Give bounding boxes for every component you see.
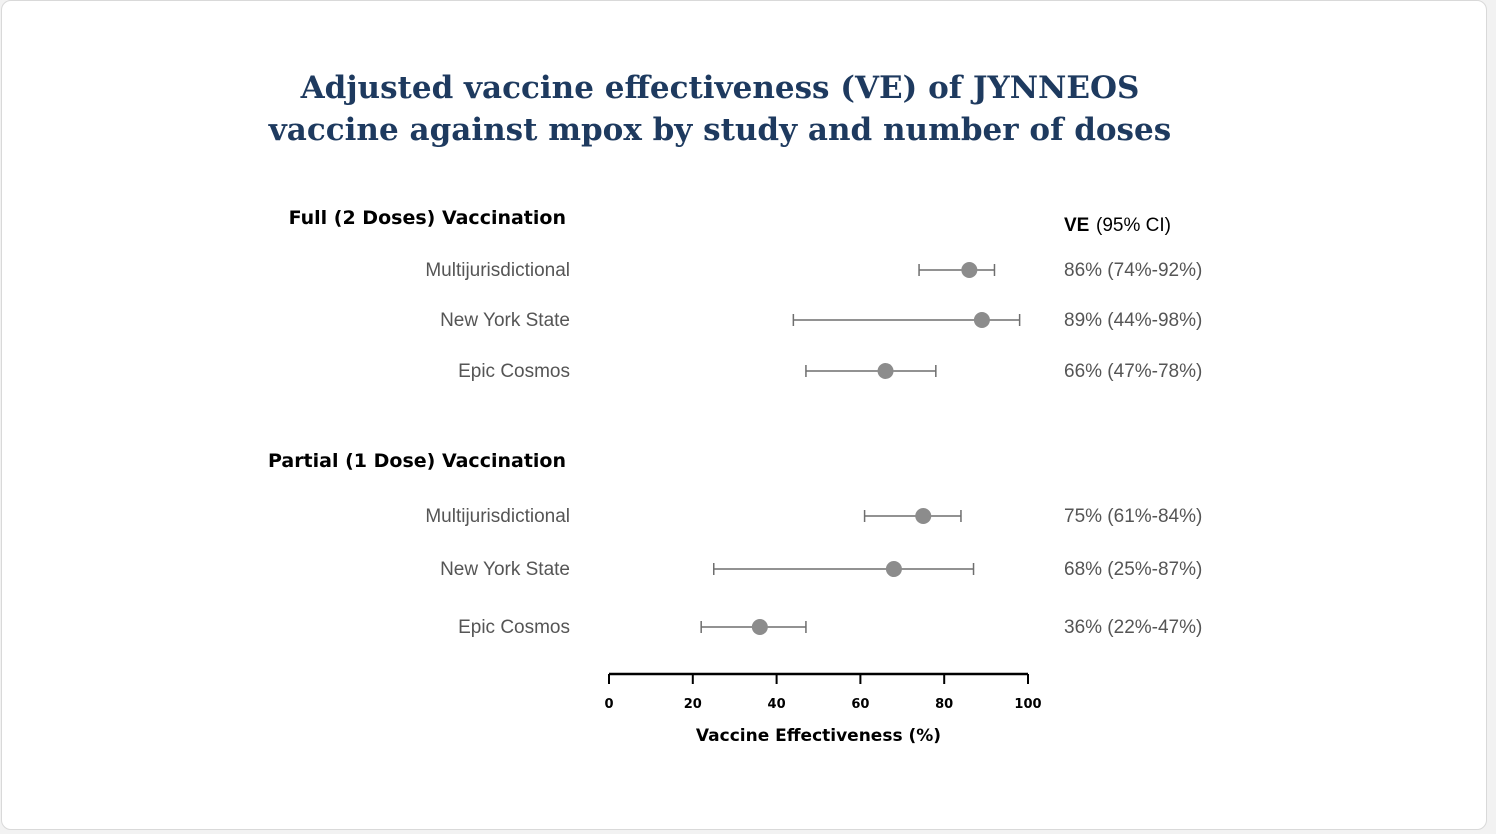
ve-value-label: 68% (25%-87%) [1064, 559, 1202, 580]
ve-point [877, 363, 894, 379]
x-axis-title: Vaccine Effectiveness (%) [696, 726, 941, 746]
ve-value-label: 86% (74%-92%) [1064, 260, 1202, 281]
ve-point [961, 262, 978, 278]
ve-header-bold: VE [1064, 215, 1089, 236]
x-tick-label: 20 [684, 697, 702, 712]
study-label: New York State [440, 310, 570, 331]
ve-point [885, 561, 902, 577]
ve-point [973, 312, 990, 328]
ve-point [751, 619, 768, 635]
study-label: New York State [440, 559, 570, 580]
ve-value-label: 66% (47%-78%) [1064, 361, 1202, 382]
ve-value-label: 36% (22%-47%) [1064, 617, 1202, 638]
ve-value-label: 75% (61%-84%) [1064, 506, 1202, 527]
study-label: Multijurisdictional [425, 260, 570, 281]
ve-point [915, 508, 932, 524]
x-tick-label: 40 [768, 697, 786, 712]
chart-title-line: vaccine against mpox by study and number… [268, 112, 1171, 148]
study-label: Epic Cosmos [458, 361, 570, 382]
chart-title-line: Adjusted vaccine effectiveness (VE) of J… [300, 70, 1140, 106]
study-label: Epic Cosmos [458, 617, 570, 638]
group-label: Full (2 Doses) Vaccination [289, 207, 566, 229]
study-label: Multijurisdictional [425, 506, 570, 527]
x-tick-label: 60 [851, 697, 869, 712]
x-tick-label: 0 [604, 697, 613, 712]
ve-value-label: 89% (44%-98%) [1064, 310, 1202, 331]
x-tick-label: 80 [935, 697, 953, 712]
group-label: Partial (1 Dose) Vaccination [268, 450, 566, 472]
ve-header-ci: (95% CI) [1096, 215, 1171, 236]
x-tick-label: 100 [1014, 697, 1041, 712]
